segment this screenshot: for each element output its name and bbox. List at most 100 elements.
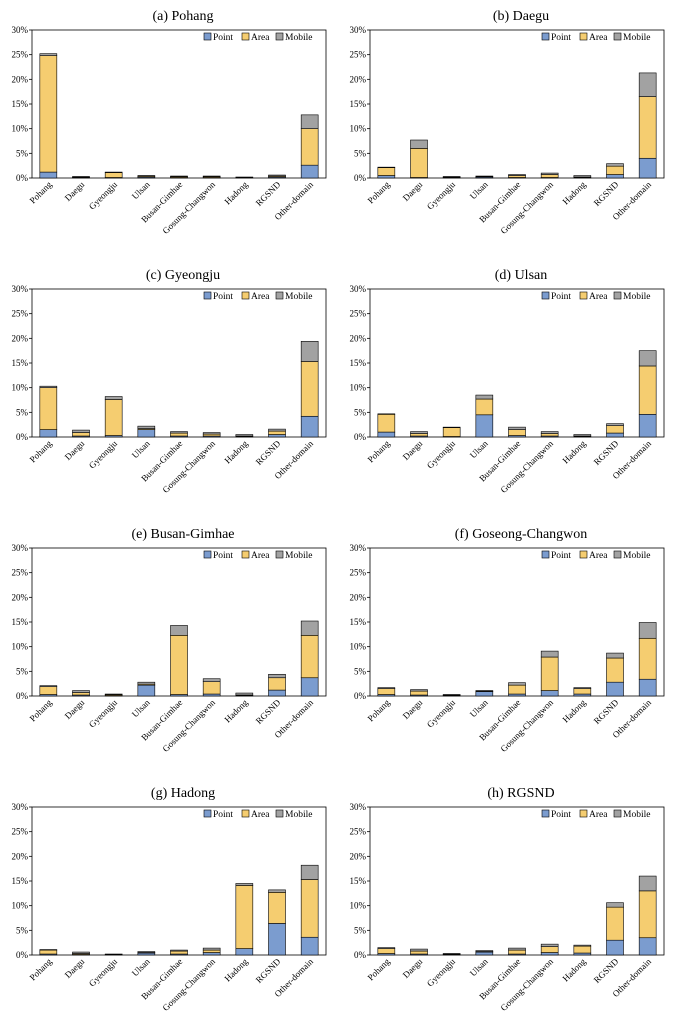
x-category-label: Pohang	[366, 438, 393, 465]
bar-segment-mobile	[573, 175, 592, 178]
bar-segment-mobile	[170, 431, 188, 434]
x-category-label: RGSND	[592, 438, 621, 467]
y-tick-label: 10%	[350, 642, 367, 652]
x-category-label: Pohang	[28, 438, 55, 465]
bar-segment-point	[475, 414, 494, 438]
x-category-label: Hadong	[223, 438, 251, 466]
y-tick-label: 25%	[350, 309, 367, 319]
chart-panel: (g) Hadong 0% 5% 10% 15% 20% 25% 30% Pohang Daegu…	[12, 786, 327, 1013]
bar-segment-point	[606, 432, 624, 438]
chart-panel: (f) Goseong-Changwon 0% 5% 10% 15% 20% 25% 30% P…	[350, 527, 665, 754]
bar-segment-mobile	[377, 687, 396, 689]
chart-panel: (e) Busan-Gimhae 0% 5% 10% 15% 20% 25% 30% Pohan…	[12, 527, 327, 754]
x-category-label: Gyeongju	[425, 697, 458, 730]
legend-label-mobile: Mobile	[623, 551, 650, 561]
y-tick-label: 5%	[16, 925, 29, 935]
bar-segment-area	[39, 387, 58, 430]
x-category-label: Gyeongju	[87, 697, 120, 730]
legend-swatch-point	[203, 550, 212, 559]
bar-segment-area	[540, 656, 559, 691]
bar-segment-area	[638, 890, 657, 939]
x-category-label: RGSND	[254, 956, 283, 985]
y-tick-label: 10%	[12, 642, 29, 652]
chart-title: (d) Ulsan	[495, 268, 548, 283]
x-category-label: Ulsan	[130, 697, 152, 719]
bar-segment-area	[638, 637, 657, 680]
bar-segment-mobile	[410, 689, 428, 692]
x-category-label: Hadong	[223, 179, 251, 207]
y-tick-label: 0%	[16, 950, 29, 960]
legend-swatch-area	[241, 809, 250, 818]
bar-segment-area	[377, 688, 396, 695]
bar-segment-mobile	[170, 949, 188, 952]
bar-segment-mobile	[235, 692, 254, 696]
y-tick-label: 0%	[354, 950, 367, 960]
legend-swatch-point	[541, 809, 550, 818]
bar-segment-mobile	[606, 902, 624, 908]
bar-segment-area	[202, 949, 221, 953]
bar-segment-area	[508, 949, 526, 955]
x-category-label: Gyeongju	[87, 438, 120, 471]
bar-segment-mobile	[606, 163, 624, 167]
legend-label-area: Area	[251, 33, 270, 43]
x-category-label: RGSND	[254, 697, 283, 726]
bar-segment-mobile	[300, 620, 319, 636]
bar-segment-area	[170, 950, 188, 955]
bar-segment-mobile	[170, 625, 188, 636]
chart-panel: (d) Ulsan 0% 5% 10% 15% 20% 25% 30% Pohang Daegu G…	[350, 268, 665, 495]
x-category-label: RGSND	[592, 697, 621, 726]
bar-segment-mobile	[72, 690, 90, 693]
y-tick-label: 10%	[12, 124, 29, 134]
y-tick-label: 30%	[350, 802, 367, 812]
legend-label-mobile: Mobile	[285, 292, 312, 302]
y-tick-label: 30%	[350, 284, 367, 294]
x-category-label: Hadong	[561, 438, 589, 466]
y-tick-label: 25%	[12, 309, 29, 319]
bar-segment-area	[606, 657, 624, 683]
plot-area-frame	[31, 29, 327, 179]
y-tick-label: 20%	[12, 592, 29, 602]
x-category-label: Pohang	[366, 697, 393, 724]
legend-swatch-area	[241, 32, 250, 41]
legend-label-point: Point	[551, 551, 571, 561]
x-category-label: Pohang	[366, 179, 393, 206]
y-tick-label: 30%	[12, 802, 29, 812]
y-tick-label: 15%	[350, 876, 367, 886]
bar-segment-mobile	[410, 431, 428, 434]
x-category-label: Daegu	[63, 697, 87, 721]
bar-segment-mobile	[638, 622, 657, 639]
bar-segment-point	[268, 434, 286, 438]
chart-title: (c) Gyeongju	[146, 268, 220, 283]
bar-segment-mobile	[268, 673, 286, 679]
bar-segment-mobile	[638, 350, 657, 367]
bar-segment-area	[39, 949, 58, 955]
legend-swatch-area	[241, 291, 250, 300]
bar-segment-mobile	[300, 340, 319, 362]
bar-segment-mobile	[137, 425, 156, 429]
y-tick-label: 15%	[350, 617, 367, 627]
legend-label-area: Area	[251, 810, 270, 820]
y-tick-label: 20%	[350, 592, 367, 602]
bar-segment-area	[606, 425, 624, 434]
bar-segment-mobile	[235, 883, 254, 886]
y-tick-label: 20%	[350, 851, 367, 861]
y-tick-label: 0%	[16, 173, 29, 183]
x-category-label: Pohang	[28, 697, 55, 724]
y-tick-label: 0%	[16, 691, 29, 701]
legend-swatch-point	[203, 32, 212, 41]
plot-area-frame	[31, 288, 327, 438]
legend-label-mobile: Mobile	[623, 810, 650, 820]
x-category-label: Daegu	[401, 697, 425, 721]
bar-segment-mobile	[573, 434, 592, 437]
chart-panel: (b) Daegu 0% 5% 10% 15% 20% 25% 30% Pohang Daegu G…	[350, 9, 665, 236]
bar-segment-mobile	[410, 948, 428, 952]
bar-segment-mobile	[377, 947, 396, 949]
bar-segment-area	[300, 879, 319, 938]
x-category-label: Daegu	[63, 438, 87, 462]
bar-segment-point	[300, 677, 319, 697]
y-tick-label: 15%	[12, 617, 29, 627]
legend-label-point: Point	[213, 810, 233, 820]
x-category-label: Daegu	[63, 179, 87, 203]
legend-label-area: Area	[251, 292, 270, 302]
x-category-label: Ulsan	[468, 697, 490, 719]
